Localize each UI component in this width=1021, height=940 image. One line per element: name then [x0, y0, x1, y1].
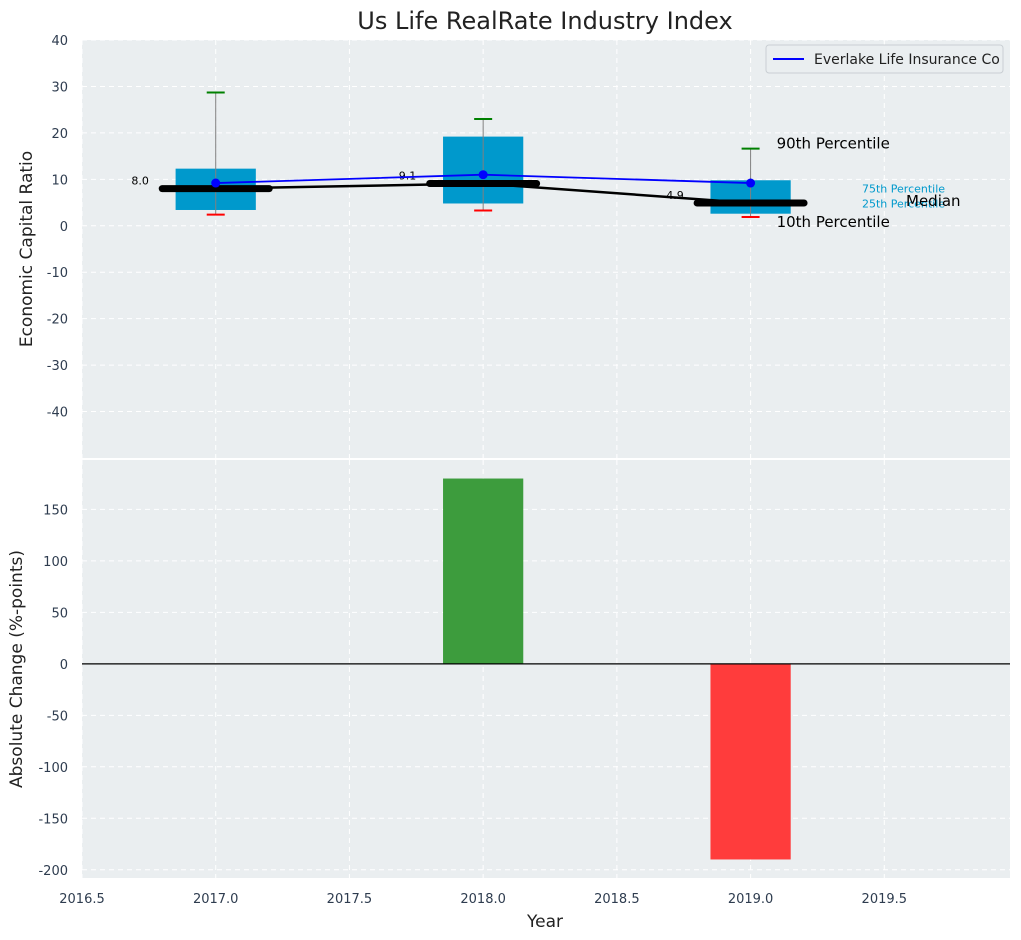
- change-bar: [710, 663, 791, 860]
- bottom-y-tick-label: 0: [60, 658, 68, 673]
- bottom-panel-marks: [82, 478, 1010, 860]
- bottom-y-tick-label: 150: [43, 503, 68, 518]
- company-series-point: [211, 178, 221, 188]
- x-tick-label: 2017.0: [193, 892, 239, 907]
- p75-annotation: 75th Percentile: [862, 182, 945, 195]
- x-axis-label: Year: [526, 912, 563, 932]
- bottom-panel-background: [82, 460, 1010, 878]
- p10-annotation: 10th Percentile: [777, 213, 890, 231]
- bottom-y-tick-label: 100: [43, 555, 68, 570]
- company-series-point: [746, 178, 756, 188]
- top-y-tick-label: -10: [47, 266, 68, 281]
- top-panel-y-ticks: 40 30 20 10 0 -10 -20 -30 -40: [47, 34, 68, 421]
- x-tick-label: 2017.5: [327, 892, 373, 907]
- top-y-tick-label: 20: [51, 127, 68, 142]
- p25-annotation: 25th Percentile: [862, 198, 945, 211]
- top-y-axis-label: Economic Capital Ratio: [17, 151, 37, 347]
- top-y-tick-label: 0: [60, 220, 68, 235]
- x-axis-ticks: 2016.5 2017.0 2017.5 2018.0 2018.5 2019.0 2019…: [59, 892, 907, 907]
- x-tick-label: 2018.5: [594, 892, 640, 907]
- legend-label: Everlake Life Insurance Co: [814, 52, 1000, 68]
- median-value-label: 4.9: [666, 189, 684, 202]
- top-y-tick-label: -20: [47, 313, 68, 328]
- top-y-tick-label: -40: [47, 406, 68, 421]
- median-value-label: 8.0: [131, 175, 149, 188]
- median-value-label: 9.1: [399, 170, 417, 183]
- top-panel-background: [82, 40, 1010, 458]
- top-y-tick-label: 40: [51, 34, 68, 49]
- p90-annotation: 90th Percentile: [777, 135, 890, 153]
- x-tick-label: 2016.5: [59, 892, 105, 907]
- bottom-y-tick-label: -200: [38, 864, 68, 879]
- bottom-y-tick-label: -50: [47, 709, 68, 724]
- x-tick-label: 2019.5: [862, 892, 908, 907]
- top-panel-marks: 8.0 9.1 4.9 90th Percentile 10th Percentile 7…: [131, 91, 961, 231]
- legend-box: [765, 44, 1004, 74]
- x-tick-label: 2019.0: [728, 892, 774, 907]
- bottom-y-tick-label: 50: [51, 606, 68, 621]
- x-tick-label: 2018.0: [460, 892, 506, 907]
- bottom-y-tick-label: -100: [38, 761, 68, 776]
- bottom-y-axis-label: Absolute Change (%-points): [7, 550, 27, 788]
- company-series-point: [478, 170, 488, 180]
- chart-title: Us Life RealRate Industry Index: [357, 7, 732, 35]
- top-y-tick-label: 10: [51, 173, 68, 188]
- top-y-tick-label: 30: [51, 80, 68, 95]
- top-y-tick-label: -30: [47, 359, 68, 374]
- change-bar: [443, 478, 524, 664]
- bottom-y-tick-label: -150: [38, 812, 68, 827]
- legend: Everlake Life Insurance Co: [765, 44, 1004, 74]
- median-annotation: Median: [906, 192, 961, 210]
- bottom-panel-y-ticks: 150 100 50 0 -50 -100 -150 -200: [38, 503, 68, 878]
